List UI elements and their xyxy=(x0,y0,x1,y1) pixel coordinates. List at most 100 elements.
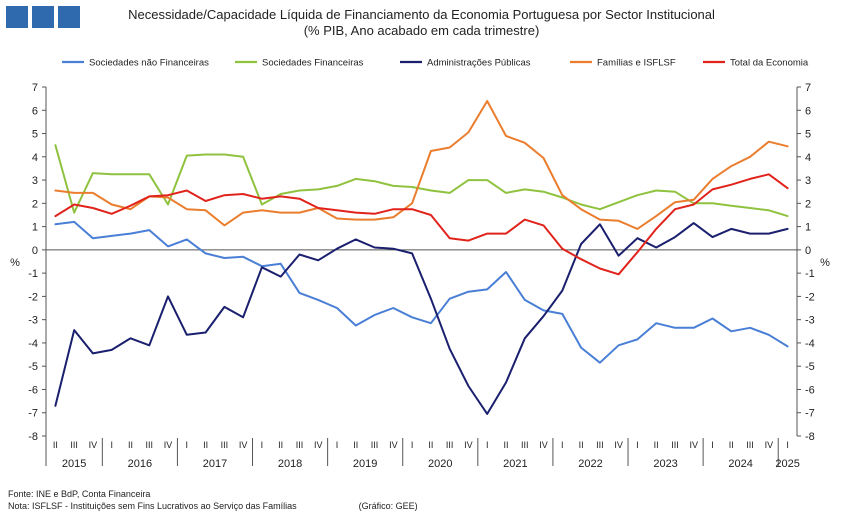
x-quarter-label: IV xyxy=(614,440,623,450)
legend-label: Administrações Públicas xyxy=(427,58,531,69)
y-tick-label-right: 3 xyxy=(805,175,811,187)
x-year-label: 2016 xyxy=(128,458,152,470)
chart-title-line-1: Necessidade/Capacidade Líquida de Financ… xyxy=(128,7,715,22)
logo-block-2 xyxy=(32,6,54,28)
x-quarter-label: II xyxy=(203,440,208,450)
series-line xyxy=(54,173,789,276)
y-tick-label-left: -8 xyxy=(28,431,38,443)
x-quarter-label: I xyxy=(261,440,264,450)
y-tick-label-right: -5 xyxy=(805,361,815,373)
y-tick-label-left: -7 xyxy=(28,408,38,420)
y-tick-label-left: -6 xyxy=(28,384,38,396)
y-tick-label-right: 7 xyxy=(805,82,811,94)
y-tick-label-right: 6 xyxy=(805,105,811,117)
x-quarter-label: IV xyxy=(314,440,323,450)
y-tick-label-left: 1 xyxy=(32,222,38,234)
x-quarter-label: I xyxy=(786,440,789,450)
x-quarter-label: III xyxy=(746,440,754,450)
y-tick-label-right: 1 xyxy=(805,222,811,234)
x-year-label: 2025 xyxy=(775,458,799,470)
y-tick-label-right: 2 xyxy=(805,198,811,210)
y-tick-label-left: 5 xyxy=(32,129,38,141)
chart-credit: (Gráfico: GEE) xyxy=(358,501,418,511)
legend-label: Sociedades Financeiras xyxy=(262,58,364,69)
footnote: Nota: ISFLSF - Instituições sem Fins Luc… xyxy=(8,501,418,511)
x-quarter-label: III xyxy=(146,440,154,450)
x-quarter-label: II xyxy=(353,440,358,450)
x-year-label: 2018 xyxy=(278,458,302,470)
x-quarter-label: II xyxy=(53,440,58,450)
x-quarter-label: I xyxy=(486,440,489,450)
x-year-label: 2022 xyxy=(578,458,602,470)
y-tick-label-left: 7 xyxy=(32,82,38,94)
series-line xyxy=(54,220,789,364)
x-quarter-label: III xyxy=(70,440,78,450)
x-quarter-label: III xyxy=(296,440,304,450)
y-axis-unit-right: % xyxy=(820,257,830,269)
source-note: Fonte: INE e BdP, Conta Financeira xyxy=(8,489,151,499)
y-tick-label-right: -4 xyxy=(805,338,815,350)
y-tick-label-left: 4 xyxy=(32,152,38,164)
y-tick-label-left: -5 xyxy=(28,361,38,373)
x-quarter-label: IV xyxy=(539,440,548,450)
x-quarter-label: IV xyxy=(89,440,98,450)
y-tick-label-right: -2 xyxy=(805,291,815,303)
y-tick-label-right: -7 xyxy=(805,408,815,420)
x-quarter-label: III xyxy=(596,440,604,450)
x-quarter-label: IV xyxy=(464,440,473,450)
x-quarter-label: IV xyxy=(765,440,774,450)
y-tick-label-left: -3 xyxy=(28,315,38,327)
gee-logo xyxy=(6,6,80,28)
y-tick-label-right: -6 xyxy=(805,384,815,396)
y-tick-label-left: 6 xyxy=(32,105,38,117)
y-tick-label-right: -1 xyxy=(805,268,815,280)
y-tick-label-left: 0 xyxy=(32,245,38,257)
x-quarter-label: III xyxy=(371,440,379,450)
x-quarter-label: I xyxy=(186,440,189,450)
chart-title: Necessidade/Capacidade Líquida de Financ… xyxy=(0,7,843,39)
line-chart: -8 -8 -7 -7 -6 -6 -5 -5 -4 -4 -3 -3 -2 -2 -1 -1 0 0 1 1 2 2 3 3… xyxy=(10,58,830,471)
x-quarter-label: II xyxy=(729,440,734,450)
footnote-text: Nota: ISFLSF - Instituições sem Fins Luc… xyxy=(8,501,297,511)
series-line xyxy=(54,222,789,415)
series-line xyxy=(54,100,789,230)
y-tick-label-right: 0 xyxy=(805,245,811,257)
y-tick-label-right: 5 xyxy=(805,129,811,141)
x-quarter-label: III xyxy=(221,440,229,450)
x-year-label: 2015 xyxy=(62,458,86,470)
x-year-label: 2019 xyxy=(353,458,377,470)
y-tick-label-left: -2 xyxy=(28,291,38,303)
legend-label: Sociedades não Financeiras xyxy=(89,58,209,69)
x-year-label: 2021 xyxy=(503,458,527,470)
y-tick-label-left: 2 xyxy=(32,198,38,210)
x-quarter-label: I xyxy=(561,440,564,450)
series-line xyxy=(54,144,789,218)
y-tick-label-left: -1 xyxy=(28,268,38,280)
y-tick-label-left: 3 xyxy=(32,175,38,187)
y-tick-label-right: -8 xyxy=(805,431,815,443)
x-quarter-label: II xyxy=(654,440,659,450)
chart-subtitle: (% PIB, Ano acabado em cada trimestre) xyxy=(303,23,540,38)
x-quarter-label: III xyxy=(671,440,679,450)
x-quarter-label: I xyxy=(411,440,414,450)
x-quarter-label: IV xyxy=(164,440,173,450)
logo-block-1 xyxy=(6,6,28,28)
x-year-label: 2023 xyxy=(653,458,677,470)
x-quarter-label: I xyxy=(636,440,639,450)
x-quarter-label: I xyxy=(336,440,339,450)
x-year-label: 2017 xyxy=(203,458,227,470)
x-year-label: 2020 xyxy=(428,458,452,470)
x-quarter-label: II xyxy=(278,440,283,450)
x-quarter-label: II xyxy=(503,440,508,450)
y-tick-label-left: -4 xyxy=(28,338,38,350)
legend-label: Famílias e ISFLSF xyxy=(597,58,676,69)
x-quarter-label: II xyxy=(428,440,433,450)
logo-block-3 xyxy=(58,6,80,28)
x-quarter-label: I xyxy=(711,440,714,450)
x-quarter-label: IV xyxy=(689,440,698,450)
x-quarter-label: II xyxy=(128,440,133,450)
y-tick-label-right: 4 xyxy=(805,152,811,164)
y-axis-unit-left: % xyxy=(10,257,20,269)
x-quarter-label: II xyxy=(579,440,584,450)
legend-label: Total da Economia xyxy=(730,58,809,69)
